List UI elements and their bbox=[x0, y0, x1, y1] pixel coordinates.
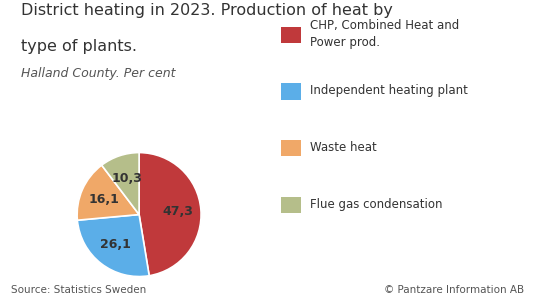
Text: © Pantzare Information AB: © Pantzare Information AB bbox=[384, 285, 524, 295]
Text: type of plants.: type of plants. bbox=[21, 39, 137, 54]
Wedge shape bbox=[102, 153, 139, 215]
Text: Flue gas condensation: Flue gas condensation bbox=[310, 198, 443, 211]
Text: 16,1: 16,1 bbox=[88, 193, 119, 206]
Text: CHP, Combined Heat and
Power prod.: CHP, Combined Heat and Power prod. bbox=[310, 19, 460, 49]
Text: Independent heating plant: Independent heating plant bbox=[310, 84, 468, 97]
Text: Source: Statistics Sweden: Source: Statistics Sweden bbox=[11, 285, 146, 295]
Text: 26,1: 26,1 bbox=[100, 238, 131, 252]
Text: Halland County. Per cent: Halland County. Per cent bbox=[21, 67, 176, 80]
Wedge shape bbox=[139, 153, 201, 276]
Text: 10,3: 10,3 bbox=[111, 172, 142, 185]
Text: Waste heat: Waste heat bbox=[310, 141, 377, 154]
Text: District heating in 2023. Production of heat by: District heating in 2023. Production of … bbox=[21, 3, 393, 18]
Text: 47,3: 47,3 bbox=[162, 205, 193, 218]
Wedge shape bbox=[78, 215, 149, 277]
Wedge shape bbox=[77, 165, 139, 220]
